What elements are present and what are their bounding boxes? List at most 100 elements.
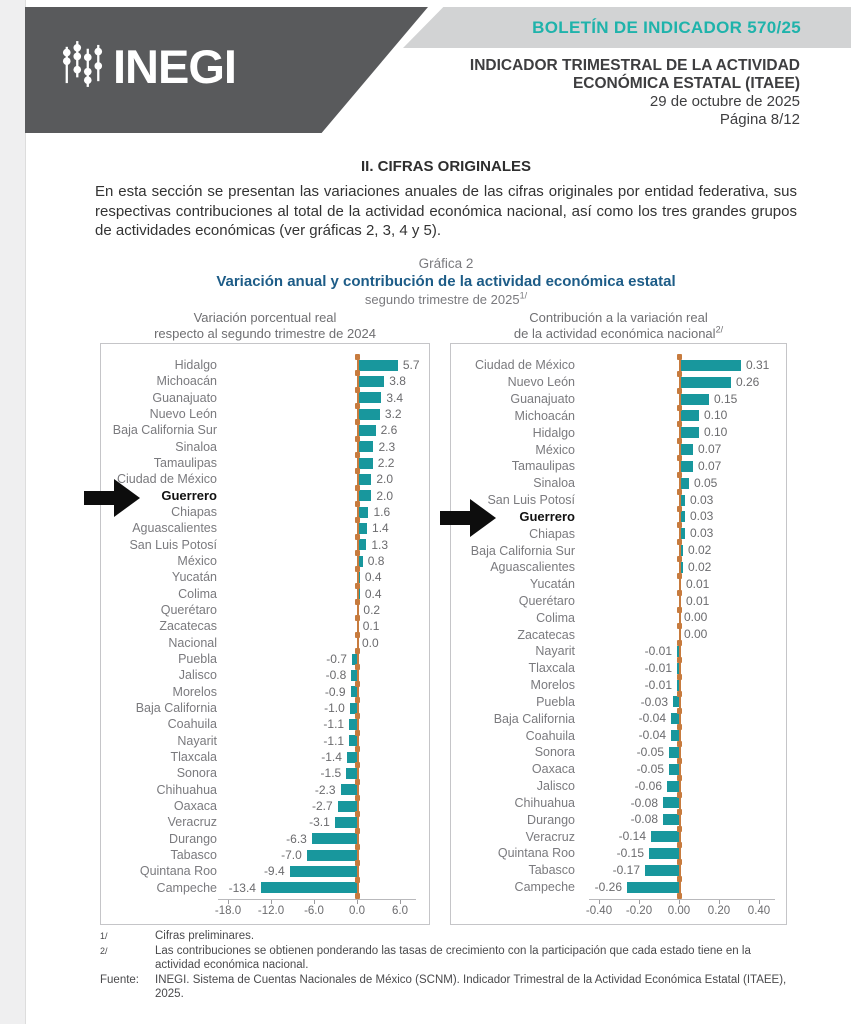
value-label: -6.3 <box>286 831 307 846</box>
bar-cell: -0.9 <box>223 684 429 700</box>
state-label: Yucatán <box>529 577 575 592</box>
bar-cell: -0.01 <box>581 677 786 694</box>
zero-axis-tick <box>355 468 360 475</box>
bar-cell: -1.0 <box>223 700 429 716</box>
bar-cell: -0.17 <box>581 862 786 879</box>
value-label: 0.02 <box>688 543 712 558</box>
bar <box>671 730 679 742</box>
bar-cell: 2.0 <box>223 488 429 504</box>
chart-row: México 0.07 <box>451 441 786 458</box>
zero-axis-tick <box>677 606 682 613</box>
state-label: Hidalgo <box>532 425 575 440</box>
x-axis-tick-label: 0.40 <box>747 904 771 917</box>
bar-cell: 1.3 <box>223 537 429 553</box>
zero-axis-tick <box>677 438 682 445</box>
chart-row: Baja California Sur 0.02 <box>451 542 786 559</box>
chart-row: Guerrero 2.0 <box>101 488 429 504</box>
chart-row: Yucatán 0.01 <box>451 576 786 593</box>
bar-cell: -0.04 <box>581 727 786 744</box>
document-header-block: INDICADOR TRIMESTRAL DE LA ACTIVIDAD ECO… <box>470 57 800 129</box>
value-label: 0.02 <box>688 559 712 574</box>
value-label: 3.2 <box>384 406 402 421</box>
value-label: -0.7 <box>326 651 347 666</box>
bar <box>679 477 689 489</box>
bar-cell: 0.10 <box>581 424 786 441</box>
state-label: Tabasco <box>170 848 217 862</box>
x-axis-tick-label: 0.00 <box>667 904 691 917</box>
state-label: Guanajuato <box>152 390 217 405</box>
bar-cell: -1.1 <box>223 733 429 749</box>
guerrero-arrow-right <box>440 497 496 539</box>
x-axis-tick-label: -12.0 <box>257 904 285 917</box>
zero-axis-tick <box>355 419 360 426</box>
zero-axis-tick <box>677 707 682 714</box>
zero-axis-tick <box>677 370 682 377</box>
x-axis-tick <box>313 899 315 904</box>
value-label: -0.08 <box>630 812 658 827</box>
chart-row: Ciudad de México 0.31 <box>451 357 786 374</box>
chart-row: Oaxaca -2.7 <box>101 798 429 814</box>
value-label: 0.2 <box>363 602 381 617</box>
bar <box>645 864 679 876</box>
bar-cell: 1.4 <box>223 520 429 536</box>
bar-cell: 0.02 <box>581 559 786 576</box>
chart-row: Oaxaca -0.05 <box>451 761 786 778</box>
bar <box>627 881 679 893</box>
value-label: -9.4 <box>263 864 285 879</box>
chart-row: Colima 0.00 <box>451 609 786 626</box>
zero-axis-tick <box>677 657 682 664</box>
bar <box>677 679 679 691</box>
bar-cell: 0.03 <box>581 508 786 525</box>
chart-row: Querétaro 0.01 <box>451 593 786 610</box>
x-axis-tick <box>759 899 760 904</box>
bar <box>669 763 679 775</box>
bar <box>346 751 357 763</box>
bar-cell: 0.03 <box>581 525 786 542</box>
chart-row: Aguascalientes 0.02 <box>451 559 786 576</box>
state-label: Veracruz <box>525 829 575 844</box>
bar <box>357 555 363 567</box>
chart-row: Chiapas 1.6 <box>101 504 429 520</box>
bar-cell: -7.0 <box>223 847 429 863</box>
chart-row: Jalisco -0.8 <box>101 667 429 683</box>
chart-row: Morelos -0.01 <box>451 677 786 694</box>
zero-axis-tick <box>677 825 682 832</box>
bar <box>260 882 357 894</box>
right-chart-header: Contribución a la variación real de la a… <box>513 310 724 341</box>
inegi-logo: INEGI <box>62 38 237 95</box>
doc-title-line2: ECONÓMICA ESTATAL (ITAEE) <box>572 75 800 92</box>
chart-row: Sonora -1.5 <box>101 765 429 781</box>
state-label: Ciudad de México <box>474 358 575 373</box>
bulletin-title: BOLETÍN DE INDICADOR 570/25 <box>532 17 801 37</box>
chart-row: Coahuila -0.04 <box>451 727 786 744</box>
footnote-1: 1/ Cifras preliminares. <box>100 930 255 942</box>
state-label: Michoacán <box>514 408 575 423</box>
zero-axis-tick <box>355 354 360 360</box>
inegi-logo-text: INEGI <box>113 40 237 93</box>
value-label: -0.01 <box>644 677 672 692</box>
bar <box>346 767 357 779</box>
state-label: Zacatecas <box>517 627 575 642</box>
bar <box>357 506 369 518</box>
zero-axis-tick <box>677 842 682 849</box>
state-label: Colima <box>178 586 217 601</box>
bar-cell: -0.08 <box>581 795 786 812</box>
state-label: Nuevo León <box>149 407 217 422</box>
bar-cell: -0.01 <box>581 660 786 677</box>
value-label: -3.1 <box>309 815 330 830</box>
bar <box>679 393 709 405</box>
zero-axis-tick <box>677 690 682 697</box>
zero-axis-tick <box>677 455 682 462</box>
footnote-ref-1: 1/ <box>519 290 528 301</box>
x-axis-tick-label: -6.0 <box>304 904 324 917</box>
bar <box>671 713 679 725</box>
x-axis-tick <box>719 899 720 904</box>
x-axis-tick <box>400 899 401 904</box>
state-label: Campeche <box>156 880 217 895</box>
bar-cell: 0.8 <box>223 553 429 569</box>
value-label: -1.5 <box>320 766 342 781</box>
zero-axis-tick <box>677 354 682 360</box>
bar-cell: 3.8 <box>223 373 429 389</box>
value-label: -0.15 <box>616 846 644 861</box>
